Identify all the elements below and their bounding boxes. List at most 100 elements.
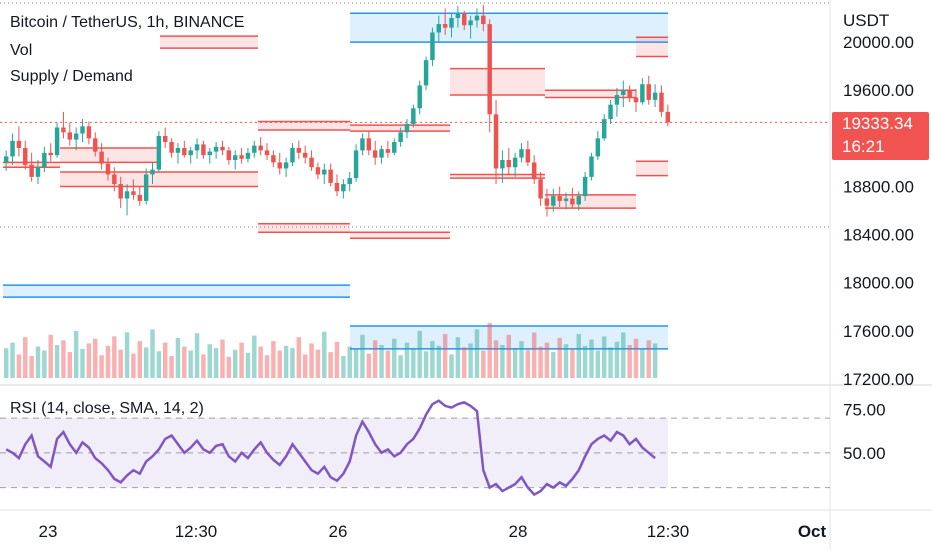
- time-tick-label: 12:30: [175, 522, 218, 541]
- indicator-supply-demand-label[interactable]: Supply / Demand: [10, 68, 133, 85]
- candle-body: [360, 138, 365, 151]
- candle-body: [188, 150, 193, 156]
- volume-bar: [264, 355, 270, 378]
- candle: [512, 152, 518, 177]
- candle-body: [531, 162, 537, 180]
- volume-bars: [3, 323, 658, 378]
- candle: [73, 127, 79, 151]
- volume-bar: [226, 356, 232, 378]
- candle-body: [131, 191, 136, 195]
- candle: [29, 152, 34, 182]
- candle: [315, 162, 321, 180]
- volume-bar: [93, 338, 98, 378]
- candle: [442, 8, 448, 35]
- candle: [220, 140, 225, 156]
- supply-zone-fill: [350, 125, 450, 132]
- volume-bar: [633, 338, 639, 378]
- supply-zone-fill: [545, 194, 636, 209]
- candle-body: [86, 126, 92, 139]
- candle-body: [595, 138, 601, 157]
- volume-bar: [277, 350, 282, 378]
- volume-bar: [309, 343, 314, 378]
- volume-bar: [188, 350, 193, 378]
- time-tick-label: 23: [39, 522, 58, 541]
- volume-bar: [283, 345, 289, 378]
- candle-body: [563, 198, 569, 201]
- candle: [334, 174, 340, 197]
- price-tick-label: 20000.00: [843, 33, 914, 52]
- volume-bar: [353, 348, 359, 378]
- candle-body: [137, 194, 143, 201]
- candle-body: [163, 135, 168, 142]
- candle: [500, 150, 505, 183]
- volume-bar: [35, 346, 41, 378]
- volume-bar: [366, 353, 372, 378]
- candle: [35, 160, 41, 185]
- candle-body: [290, 147, 295, 163]
- candle: [627, 85, 632, 103]
- candle-body: [322, 169, 327, 175]
- candle-body: [283, 162, 289, 169]
- supply-zone-fill: [60, 172, 258, 187]
- candle: [67, 122, 73, 146]
- candle: [544, 188, 550, 217]
- candle: [519, 143, 524, 163]
- candle-body: [519, 149, 524, 158]
- candle-body: [544, 198, 550, 206]
- candle: [99, 143, 104, 170]
- volume-bar: [411, 348, 416, 378]
- candle: [640, 78, 645, 105]
- volume-bar: [627, 345, 632, 378]
- candle-body: [328, 169, 333, 183]
- candle-body: [112, 174, 117, 185]
- symbol-title[interactable]: Bitcoin / TetherUS, 1h, BINANCE: [10, 14, 245, 31]
- supply-zone-fill: [160, 36, 258, 49]
- volume-bar: [3, 348, 9, 378]
- candle: [506, 147, 511, 175]
- candle: [557, 186, 562, 207]
- candle-body: [379, 149, 384, 158]
- candle-body: [182, 147, 187, 156]
- volume-bar: [500, 345, 505, 378]
- candle-body: [455, 13, 461, 19]
- candle: [48, 143, 53, 162]
- candle-body: [201, 144, 206, 156]
- volume-bar: [67, 352, 73, 378]
- candle-body: [652, 92, 658, 100]
- candle: [54, 122, 60, 158]
- axes: USDT 20000.00 19600.00 18800.00 18400.00 1800…: [39, 11, 914, 541]
- rsi-pane: [0, 399, 830, 497]
- rsi-title[interactable]: RSI (14, close, SMA, 14, 2): [10, 400, 204, 417]
- candle: [462, 10, 467, 31]
- candle: [570, 187, 575, 209]
- candle: [93, 132, 98, 157]
- supply-zone-fill: [545, 90, 636, 98]
- supply-zone-fill: [636, 161, 668, 176]
- candle-body: [175, 147, 181, 153]
- volume-bar: [525, 349, 531, 378]
- candle-body: [621, 90, 626, 96]
- candle-body: [296, 147, 302, 153]
- candle-body: [118, 184, 123, 199]
- volume-bar: [423, 351, 429, 378]
- candle-body: [271, 155, 276, 163]
- volume-bar: [519, 341, 524, 378]
- candle: [112, 167, 117, 192]
- time-tick-label: 12:30: [647, 522, 690, 541]
- candle-body: [73, 133, 79, 140]
- candle-body: [538, 179, 543, 199]
- indicator-vol-label[interactable]: Vol: [10, 42, 33, 59]
- candle-body: [640, 84, 645, 103]
- bar-countdown: 16:21: [842, 137, 885, 156]
- candle: [201, 140, 206, 159]
- candle: [423, 56, 429, 91]
- candle: [633, 89, 639, 112]
- candle: [175, 143, 181, 164]
- candle: [150, 162, 155, 185]
- supply-zone-fill: [450, 174, 545, 179]
- candle: [3, 150, 9, 171]
- volume-bar: [10, 342, 15, 378]
- volume-bar: [296, 337, 302, 378]
- volume-bar: [531, 332, 537, 378]
